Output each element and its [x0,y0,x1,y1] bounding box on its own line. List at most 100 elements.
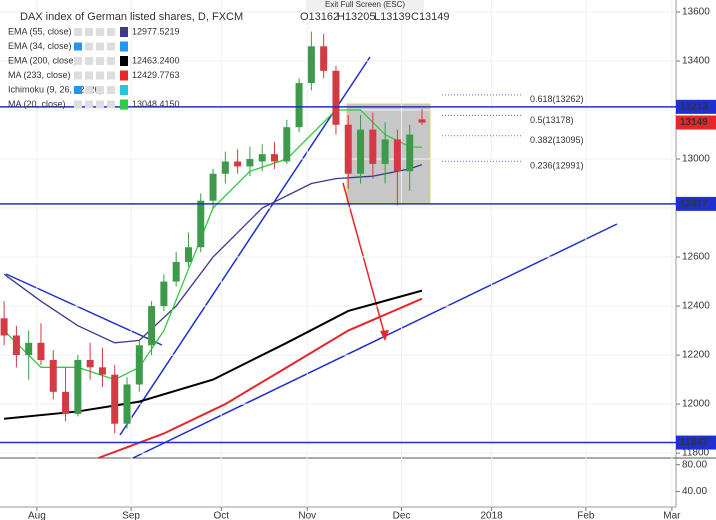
x-tick-label: Oct [213,511,229,520]
legend-icon [107,42,115,51]
ma-line [97,297,423,459]
legend-swatch [120,56,128,66]
candle-body [283,127,291,162]
candle-body [197,200,205,248]
legend-icon [96,42,104,51]
candle-body [148,306,156,346]
legend-icon [96,71,104,80]
x-tick-label: Nov [298,511,316,520]
y-tick-label: 80.00 [682,459,707,470]
legend-name: EMA (200, close) [8,55,77,65]
fib-label: 0.5(13178) [530,115,574,125]
candle-body [172,261,180,282]
legend-name: EMA (34, close) [8,41,72,51]
candle-body [12,335,20,356]
candle-body [246,159,254,167]
legend-value: 12977.5219 [132,26,180,36]
ohlc-value: O13162 [300,11,339,23]
y-tick-label: 13000 [682,154,710,165]
ohlc-value: H13205 [337,11,376,23]
legend-name: MA (20, close) [8,99,66,109]
fullscreen-hint-bg [306,0,424,11]
chart-title: DAX index of German listed shares, D, FX… [20,11,243,23]
candle-body [258,154,266,162]
x-tick-label: Dec [393,511,411,520]
legend-icon [74,100,82,109]
legend-icon [85,57,93,65]
legend-icon [85,28,93,36]
candle-body [86,359,94,368]
legend-swatch [120,41,128,52]
candle-body [369,129,377,164]
legend-icon [74,28,82,36]
legend-icon [85,42,93,51]
candle-body [234,161,242,167]
candle-body [25,342,33,356]
trend-line [132,223,618,459]
legend-icon [96,57,104,65]
ohlc-value: C13149 [411,11,450,23]
y-tick-label: 12600 [682,252,710,263]
last-price-label: 13149 [680,117,708,128]
candle-body [209,173,217,201]
candle-body [406,134,414,172]
legend-swatch [120,99,128,110]
fullscreen-hint: Exit Full Screen (ESC) [325,0,405,9]
legend-icon [107,28,115,36]
candle-body [357,129,365,174]
level-label: 13213 [680,101,708,112]
legend-icon [107,86,115,94]
plot-area [0,0,676,507]
y-tick-label: 12200 [682,350,710,361]
candle-body [62,391,70,414]
level-tag [676,196,716,211]
legend-swatch [120,27,128,37]
legend-swatch [120,85,128,95]
level-label: 12817 [680,199,708,210]
legend-icon [74,57,82,65]
y-tick-label: 11800 [682,448,710,459]
x-tick-label: Mar [663,511,681,520]
trend-line [5,273,163,346]
candle-body [37,342,45,360]
legend-icon [74,71,82,80]
x-tick-label: 2018 [481,511,504,520]
candle-body [123,384,131,424]
legend-icon [74,42,82,51]
legend-icon [107,100,115,109]
legend-icon [96,100,104,109]
y-tick-label: 40.00 [682,486,707,497]
level-tag [676,435,716,450]
arrow-head [380,330,389,341]
candle-body [418,119,426,123]
legend-icon [85,71,93,80]
legend-icon [74,86,82,94]
legend-name: Ichimoku (9, 26, 52, 26) [8,84,103,94]
x-tick-label: Feb [577,511,595,520]
candle-body [160,281,168,307]
legend-swatch [120,70,128,81]
x-tick-label: Aug [28,511,46,520]
candle-body [307,46,315,84]
y-tick-label: 13600 [682,7,710,18]
candle-body [0,318,8,336]
candle-body [344,124,352,174]
level-tag [676,99,716,114]
candle-body [135,345,143,385]
legend-value: 12429.7763 [132,70,180,80]
fib-label: 0.618(13262) [530,94,584,104]
candle-body [332,70,340,125]
legend-icon [85,100,93,109]
legend-icon [107,57,115,65]
ohlc-value: L13139 [374,11,411,23]
candle-body [270,154,278,162]
legend: EMA (55, close) 12977.5219 EMA (34, close)… [8,26,180,110]
legend-icon [107,71,115,80]
legend-icon [85,86,93,94]
legend-icon [96,28,104,36]
y-tick-label: 12400 [682,301,710,312]
candle-body [184,247,192,262]
